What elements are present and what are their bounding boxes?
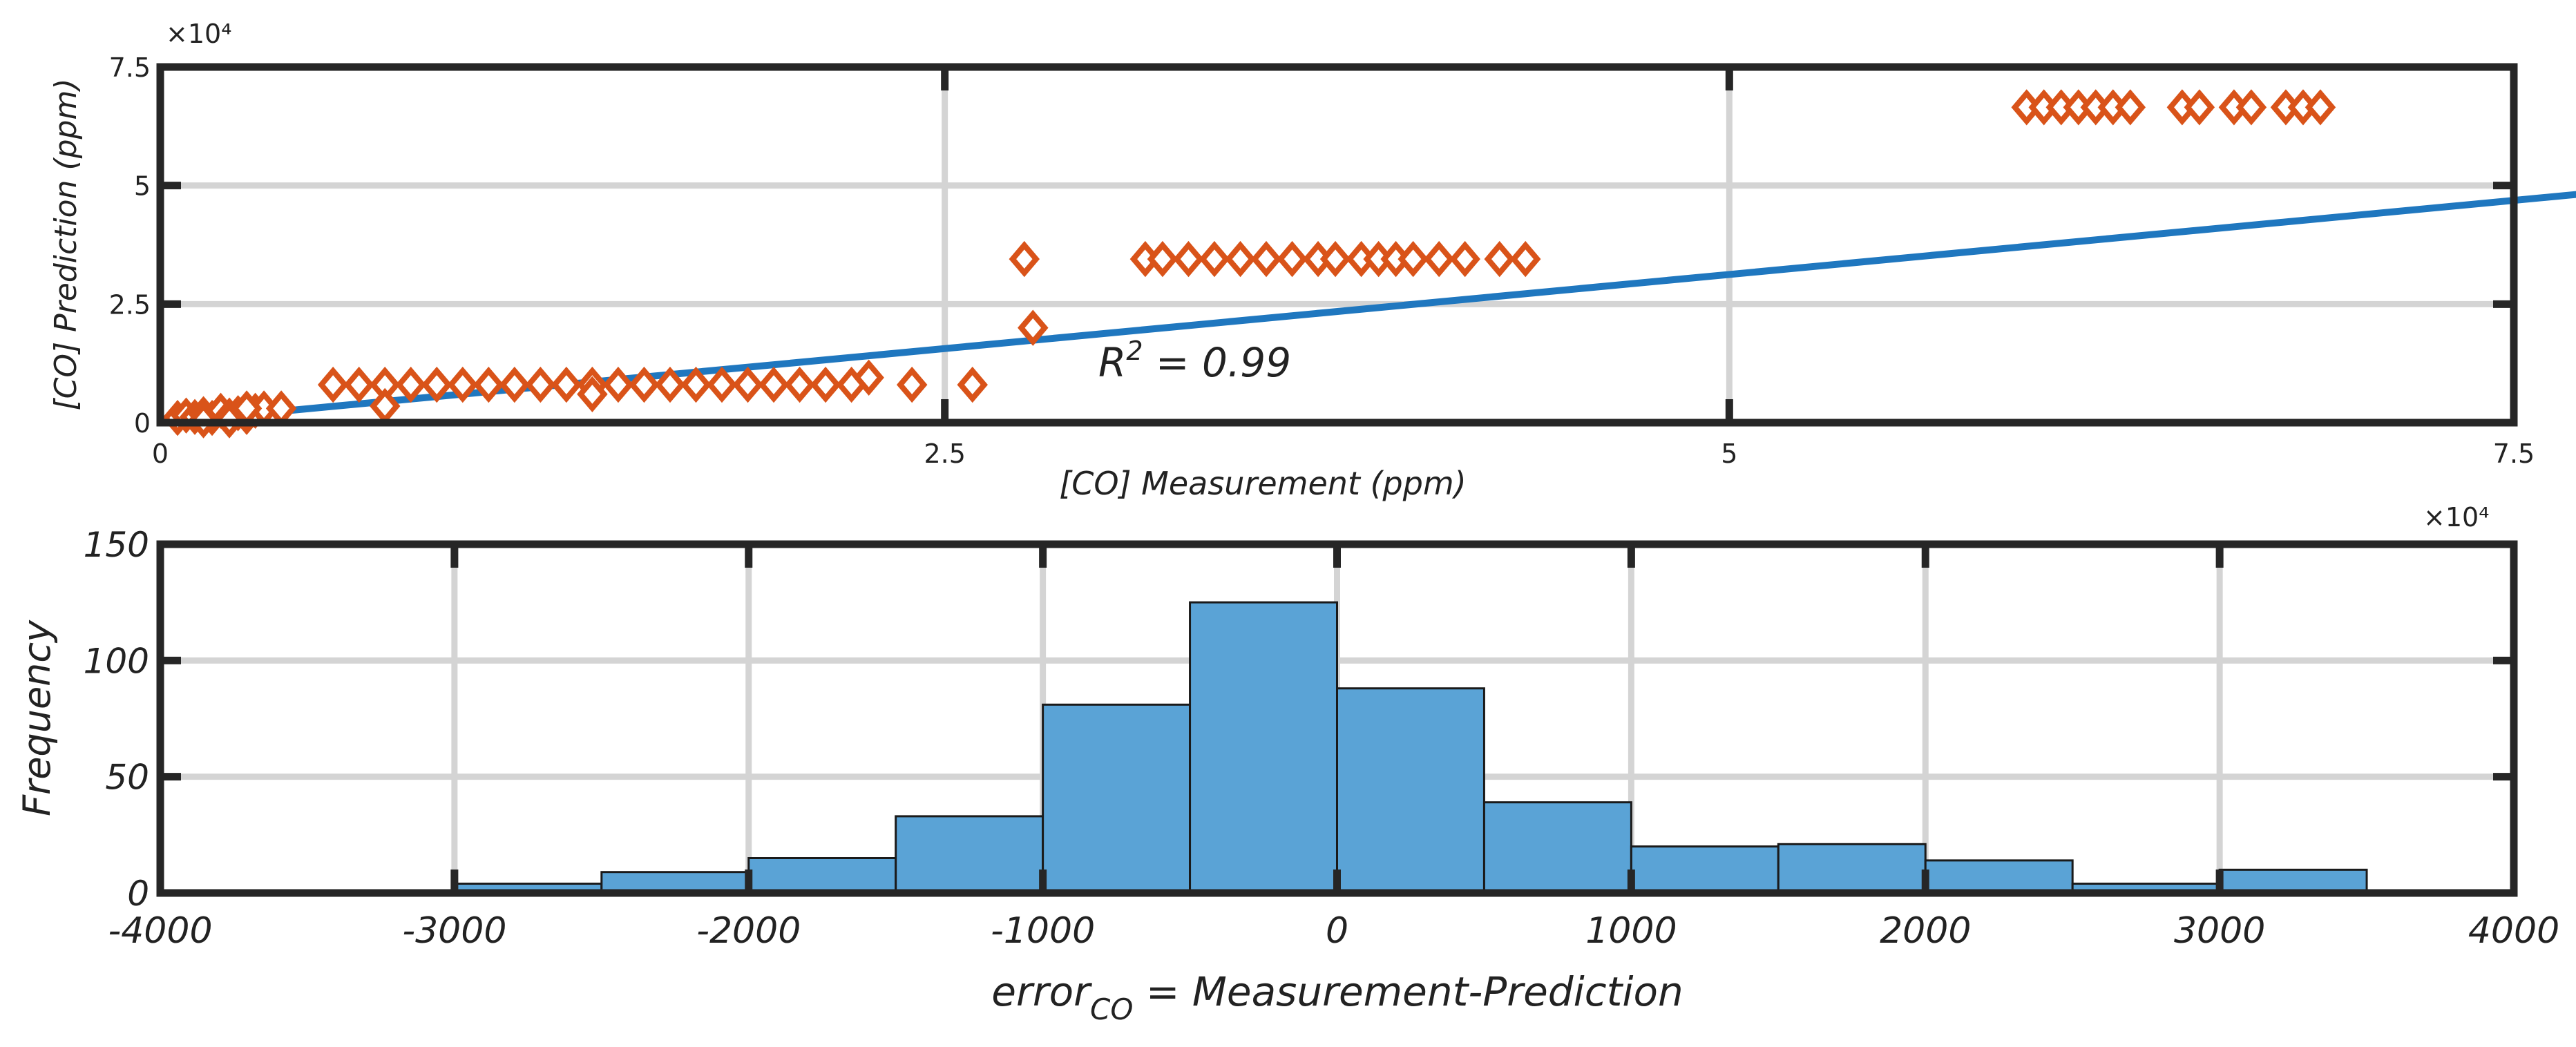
fit-line [160,191,2576,426]
scatter-point [1423,240,1455,278]
scatter-point [629,366,660,403]
scatter-x-axis-label: [CO] Measurement (ppm) [1059,465,1466,502]
histogram-bar [1042,703,1192,894]
histogram-y-axis-label: Frequency [15,619,59,816]
histogram-panel: -4000 -3000 -2000 -1000 0 1000 2000 3000 4000 0 50… [15,502,2559,1026]
scatter-point [654,366,686,403]
histogram-x-tick-label: 3000 [2174,910,2265,952]
histogram-x-tick-label: 1000 [1585,910,1677,952]
scatter-point [395,366,426,403]
r-squared-annotation: R2 = 0.99 [1098,336,1291,386]
histogram-bar [1630,845,1780,894]
histogram-bar [1336,687,1485,894]
scatter-point [2184,89,2215,126]
scatter-point [447,366,479,403]
scatter-point [343,366,374,403]
histogram-bar [1482,801,1632,894]
scatter-point [957,366,988,403]
scatter-point [1397,240,1429,278]
scatter-axes-box [156,63,2518,427]
scatter-point [1277,240,1308,278]
histogram-bar [1924,859,2074,894]
scatter-x-tick-label: 7.5 [2493,439,2535,469]
scatter-fit-line [160,191,2576,426]
scatter-point [525,366,556,403]
scatter-point [810,366,841,403]
histogram-x-tick-label: -4000 [108,910,212,952]
histogram-x-axis-label: errorCO = Measurement-Prediction [991,968,1683,1026]
histogram-x-exponent: ×10⁴ [2423,502,2489,532]
scatter-grid [160,67,2514,423]
histogram-x-tick-label: 4000 [2468,910,2559,952]
scatter-point [1173,240,1204,278]
scatter-y-exponent: ×10⁴ [166,19,231,49]
scatter-point [1250,240,1282,278]
scatter-y-tick-label: 5 [134,171,151,202]
histogram-bar [1189,601,1338,894]
histogram-ticks: -4000 -3000 -2000 -1000 0 1000 2000 3000 4000 0 50… [84,525,2560,952]
scatter-point [1199,240,1230,278]
histogram-y-tick-label: 150 [84,525,149,565]
histogram-x-tick-label: -1000 [991,910,1095,952]
scatter-point [1147,240,1179,278]
scatter-point [473,366,504,403]
scatter-point [577,376,608,412]
scatter-point [2235,89,2267,126]
scatter-point [317,366,349,403]
histogram-x-tick-label: -2000 [696,910,801,952]
scatter-x-tick-label: 5 [1721,439,1737,469]
scatter-point [1018,309,1049,346]
scatter-y-tick-label: 0 [134,408,151,439]
histogram-bar [1777,843,1927,894]
scatter-point [896,366,928,403]
scatter-point [680,366,712,403]
histogram-x-tick-label: 2000 [1880,910,1971,952]
scatter-y-tick-label: 2.5 [109,289,151,320]
scatter-panel: 0 2.5 5 7.5 0 2.5 5 7.5 ×10⁴ [CO] Measurement (… [48,19,2576,502]
scatter-point [1225,240,1256,278]
scatter-point [551,366,582,403]
scatter-x-tick-label: 0 [152,439,169,469]
scatter-point [421,366,452,403]
scatter-y-tick-label: 7.5 [109,52,151,83]
histogram-x-tick-label: -3000 [402,910,506,952]
scatter-point [1449,240,1480,278]
histogram-y-tick-label: 100 [84,641,149,681]
scatter-point [758,366,790,403]
histogram-y-tick-label: 0 [127,874,149,914]
scatter-point [2305,89,2336,126]
scatter-point [853,359,884,396]
scatter-x-tick-label: 2.5 [924,439,965,469]
scatter-point [1510,240,1541,278]
scatter-point [706,366,738,403]
scatter-ticks: 0 2.5 5 7.5 0 2.5 5 7.5 [109,52,2535,469]
scatter-points [162,89,2336,439]
histogram-bar [895,815,1044,894]
scatter-y-axis-label: [CO] Prediction (ppm) [48,78,84,410]
scatter-point [2115,89,2146,126]
histogram-x-tick-label: 0 [1326,910,1348,952]
scatter-point [1484,240,1515,278]
histogram-bars [453,601,2368,894]
histogram-y-tick-label: 50 [105,758,149,798]
scatter-point [784,366,815,403]
scatter-point [732,366,763,403]
histogram-bar [747,857,897,894]
scatter-point [1319,240,1351,278]
scatter-point [602,366,634,403]
scatter-point [1009,240,1040,278]
scatter-point [499,366,531,403]
